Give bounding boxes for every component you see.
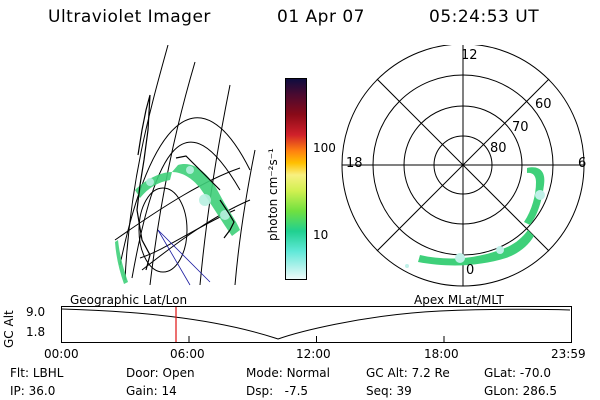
info-ip: IP: 36.0 — [10, 384, 56, 398]
geographic-projection-image — [114, 45, 256, 286]
instrument-title: Ultraviolet Imager — [48, 7, 211, 27]
info-dsp: Dsp: -7.5 — [246, 384, 309, 398]
info-door: Door: Open — [126, 366, 195, 380]
info-seq: Seq: 39 — [366, 384, 412, 398]
mlt-label-6: 6 — [578, 156, 587, 171]
x-tick-18-00: 18:00 — [424, 347, 459, 361]
mlat-label-60: 60 — [535, 97, 552, 112]
altitude-curve — [61, 308, 571, 340]
y-tick-1-8: 1.8 — [26, 325, 46, 339]
info-mode: Mode: Normal — [246, 366, 330, 380]
x-tick-12-00: 12:00 — [296, 347, 331, 361]
info-gain: Gain: 14 — [126, 384, 177, 398]
colorbar-tick-10: 10 — [313, 228, 329, 242]
gc-alt-axis-label: GC Alt — [2, 310, 16, 348]
colorbar-unit-label: photon cm⁻²s⁻¹ — [266, 148, 280, 241]
altitude-timeline-plot — [61, 306, 572, 343]
x-tick-06-00: 06:00 — [170, 347, 205, 361]
mlat-label-70: 70 — [512, 120, 529, 135]
y-tick-9-0: 9.0 — [26, 305, 46, 319]
info-flt: Flt: LBHL — [10, 366, 64, 380]
mlt-label-18: 18 — [346, 156, 363, 171]
mlt-label-12: 12 — [461, 48, 478, 63]
info-glon: GLon: 286.5 — [484, 384, 557, 398]
geographic-lat-lon-label: Geographic Lat/Lon — [70, 293, 188, 307]
x-tick-00-00: 00:00 — [44, 347, 79, 361]
observation-date: 01 Apr 07 — [277, 7, 365, 27]
apex-mlat-mlt-label: Apex MLat/MLT — [414, 293, 504, 307]
polar-mlat-mlt-plot — [341, 45, 585, 287]
colorbar-tick-100: 100 — [313, 141, 336, 155]
info-gc-alt: GC Alt: 7.2 Re — [366, 366, 450, 380]
x-tick-23-59: 23:59 — [551, 347, 586, 361]
mlt-label-0: 0 — [466, 263, 475, 278]
mlat-label-80: 80 — [490, 141, 507, 156]
info-glat: GLat: -70.0 — [484, 366, 551, 380]
intensity-colorbar — [285, 78, 307, 280]
observation-time: 05:24:53 UT — [429, 7, 540, 27]
